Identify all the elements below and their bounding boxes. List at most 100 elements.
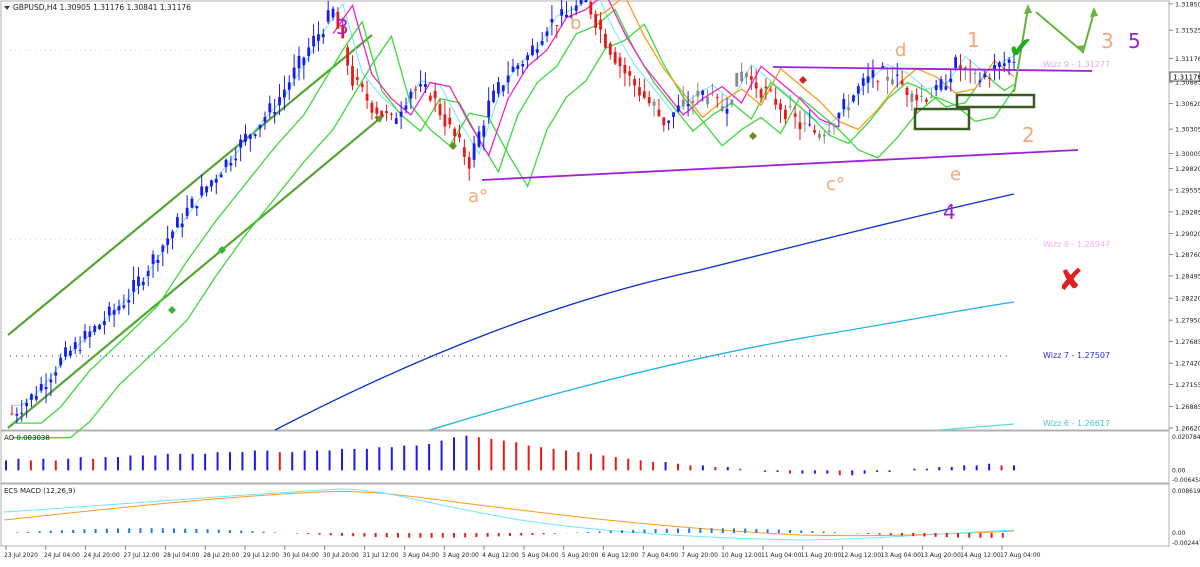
candle-body bbox=[472, 143, 476, 160]
candle-body bbox=[939, 79, 943, 90]
price-tick-label: 1.28760 bbox=[1175, 251, 1200, 259]
price-tick-label: 1.26885 bbox=[1175, 403, 1200, 411]
candle-body bbox=[842, 99, 846, 110]
candle-body bbox=[715, 97, 719, 99]
candle-body bbox=[822, 134, 826, 137]
candle-body bbox=[540, 41, 544, 45]
candle-body bbox=[818, 133, 821, 139]
candle-body bbox=[419, 84, 422, 87]
price-tick-label: 1.31176 bbox=[1175, 55, 1200, 63]
price-tick-label: 1.27420 bbox=[1175, 360, 1200, 368]
ao-tick-label: 0.00 bbox=[1172, 467, 1186, 474]
candle-body bbox=[701, 90, 705, 95]
time-tick-label: 7 Aug 04:00 bbox=[641, 552, 678, 559]
candle-body bbox=[604, 33, 607, 48]
projection-arrow-3-icon bbox=[1077, 45, 1086, 54]
candle-body bbox=[161, 245, 165, 252]
candle-body bbox=[613, 51, 617, 64]
time-tick-label: 7 Aug 20:00 bbox=[681, 552, 718, 559]
current-price-tag bbox=[1169, 71, 1200, 82]
macd-tick-label: -0.002447 bbox=[1172, 540, 1200, 547]
chart-menu-arrow-icon[interactable] bbox=[4, 6, 10, 10]
candle-body bbox=[93, 326, 97, 332]
projection-leg-1 bbox=[1013, 7, 1029, 93]
candle-body bbox=[73, 342, 77, 350]
alt-wave-1-label: 1 bbox=[967, 28, 980, 52]
candle-body bbox=[127, 299, 131, 303]
candle-body bbox=[409, 91, 413, 99]
candle-body bbox=[39, 383, 43, 391]
candle-body bbox=[175, 217, 179, 228]
candle-body bbox=[428, 95, 432, 101]
candle-body bbox=[652, 101, 656, 106]
candle-body bbox=[200, 186, 204, 196]
candle-body bbox=[219, 174, 223, 178]
candle-body bbox=[482, 125, 486, 137]
macd-tick-label: 0.008619 bbox=[1172, 488, 1200, 495]
candle-body bbox=[832, 124, 836, 127]
candle-body bbox=[103, 321, 106, 325]
candle-body bbox=[944, 86, 948, 90]
candle-body bbox=[599, 19, 602, 30]
candle-body bbox=[531, 45, 534, 56]
macd-signal-line bbox=[3, 491, 1015, 537]
candle-body bbox=[385, 111, 388, 114]
candle-body bbox=[10, 413, 14, 415]
candle-body bbox=[691, 100, 695, 103]
candle-body bbox=[555, 25, 559, 27]
candle-body bbox=[798, 122, 802, 130]
candle-body bbox=[312, 35, 315, 47]
candle-body bbox=[467, 157, 471, 169]
macd-label: ECS MACD (12,26,9) bbox=[4, 487, 76, 495]
ao-tick-label: 0.020784 bbox=[1172, 434, 1200, 441]
candle-body bbox=[618, 57, 622, 67]
current-price-text: 1.31176 bbox=[1173, 74, 1200, 82]
candle-body bbox=[25, 402, 28, 407]
candle-body bbox=[993, 64, 996, 70]
candle-body bbox=[934, 85, 938, 91]
macd-panel[interactable] bbox=[0, 483, 1170, 547]
candle-body bbox=[881, 66, 885, 69]
candle-body bbox=[1012, 61, 1016, 63]
candle-body bbox=[929, 97, 933, 99]
candle-body bbox=[633, 79, 637, 86]
price-tick-label: 1.28220 bbox=[1175, 295, 1200, 303]
candle-body bbox=[346, 47, 350, 66]
candle-body bbox=[141, 281, 145, 286]
channel-lower-line bbox=[7, 114, 385, 429]
ema-green-2-line bbox=[12, 23, 1015, 439]
candle-body bbox=[521, 63, 525, 67]
candle-body bbox=[49, 379, 53, 383]
candle-body bbox=[735, 72, 739, 87]
candle-body bbox=[380, 110, 384, 117]
time-tick-label: 30 Jul 04:00 bbox=[283, 552, 319, 559]
time-tick-label: 12 Aug 12:00 bbox=[841, 552, 882, 559]
candle-body bbox=[424, 84, 427, 88]
ao-panel[interactable] bbox=[0, 430, 1170, 484]
time-tick-label: 24 Jul 04:00 bbox=[44, 552, 80, 559]
price-tick-label: 1.31525 bbox=[1175, 27, 1200, 35]
sub-wave-b-label: b bbox=[570, 13, 581, 34]
candle-body bbox=[745, 72, 748, 78]
time-tick-label: 13 Aug 20:00 bbox=[920, 552, 961, 559]
main-price-panel[interactable] bbox=[0, 0, 1170, 431]
candle-body bbox=[341, 25, 345, 39]
macd-tick-label: 0.00 bbox=[1172, 530, 1186, 537]
candle-body bbox=[229, 162, 233, 166]
candle-body bbox=[711, 92, 714, 94]
wizz-8-label: Wizz 8 - 1.28947 bbox=[1043, 240, 1110, 249]
candle-body bbox=[560, 9, 564, 16]
candle-body bbox=[978, 80, 982, 83]
price-tick-label: 1.29555 bbox=[1175, 186, 1200, 194]
candle-body bbox=[404, 105, 408, 110]
candle-body bbox=[351, 66, 354, 86]
candle-body bbox=[890, 79, 894, 84]
price-tick-label: 1.26620 bbox=[1175, 425, 1200, 433]
alt-wave-3-label: 3 bbox=[1101, 29, 1114, 53]
candle-body bbox=[20, 412, 24, 414]
price-tick-label: 1.30620 bbox=[1175, 100, 1200, 108]
candle-body bbox=[506, 75, 510, 83]
candle-body bbox=[847, 107, 851, 111]
candle-body bbox=[998, 62, 1001, 67]
